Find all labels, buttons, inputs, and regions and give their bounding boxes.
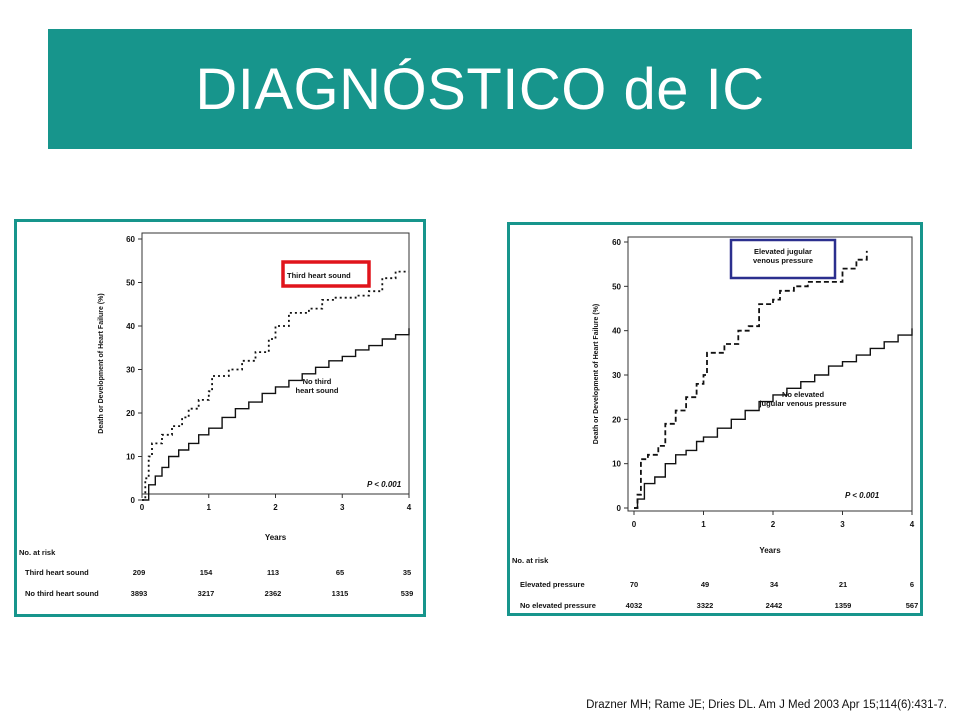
at-risk-value: 209 [133, 568, 146, 577]
at-risk-value: 2442 [766, 601, 783, 610]
series-label: No third [303, 377, 332, 386]
series-line-risk [634, 250, 868, 509]
y-tick-label: 0 [617, 504, 622, 513]
series-label: No elevated [782, 390, 825, 399]
series-line-reference [142, 328, 410, 501]
plot-frame [627, 236, 913, 512]
x-axis-title: Years [759, 546, 781, 555]
x-tick-label: 2 [273, 503, 278, 512]
x-tick-label: 1 [701, 520, 706, 529]
chart-panel-third-heart-sound: 0 10 20 30 40 50 60 0 1 2 3 4 Years Death or Developm… [14, 219, 426, 617]
chart-panel-jugular-venous-pressure: 0 10 20 30 40 50 60 0 1 2 3 4 Years Death or Developm… [507, 222, 923, 616]
series-label: Elevated jugular [754, 247, 812, 256]
y-tick-label: 20 [126, 409, 135, 418]
at-risk-header: No. at risk [512, 556, 549, 565]
at-risk-value: 154 [200, 568, 213, 577]
at-risk-value: 1359 [835, 601, 852, 610]
series-label: jugular venous pressure [758, 399, 846, 408]
at-risk-value: 1315 [332, 589, 349, 598]
at-risk-row-label: No elevated pressure [520, 601, 596, 610]
y-tick-label: 50 [612, 282, 621, 291]
y-tick-label: 40 [612, 327, 621, 336]
at-risk-value: 49 [701, 580, 709, 589]
at-risk-value: 3217 [198, 589, 215, 598]
x-tick-label: 2 [771, 520, 776, 529]
y-tick-label: 10 [126, 453, 135, 462]
y-axis-title: Death or Development of Heart Failure (%… [98, 293, 105, 433]
series-label: Third heart sound [287, 271, 351, 280]
y-tick-label: 50 [126, 279, 135, 288]
at-risk-row-label: Elevated pressure [520, 580, 585, 589]
x-tick-label: 0 [140, 503, 145, 512]
at-risk-row-label: Third heart sound [25, 568, 89, 577]
x-tick-label: 3 [840, 520, 845, 529]
at-risk-value: 65 [336, 568, 344, 577]
y-tick-label: 60 [612, 238, 621, 247]
y-tick-label: 30 [126, 366, 135, 375]
at-risk-value: 4032 [626, 601, 643, 610]
km-chart-third-heart-sound: 0 10 20 30 40 50 60 0 1 2 3 4 Years Death or Developm… [19, 232, 414, 598]
at-risk-value: 2362 [265, 589, 282, 598]
p-value: P < 0.001 [367, 480, 402, 489]
at-risk-value: 21 [839, 580, 847, 589]
series-label-box [281, 260, 371, 288]
at-risk-value: 70 [630, 580, 638, 589]
at-risk-value: 3893 [131, 589, 148, 598]
x-tick-label: 0 [632, 520, 637, 529]
y-tick-label: 20 [612, 415, 621, 424]
series-label: venous pressure [753, 256, 813, 265]
y-tick-label: 60 [126, 235, 135, 244]
series-line-reference [634, 328, 913, 509]
title-banner: DIAGNÓSTICO de IC [48, 29, 912, 149]
y-axis-title: Death or Development of Heart Failure (%… [593, 304, 600, 444]
at-risk-header: No. at risk [19, 548, 56, 557]
slide-title: DIAGNÓSTICO de IC [195, 56, 765, 122]
series-line-risk [142, 270, 409, 501]
at-risk-value: 3322 [697, 601, 714, 610]
at-risk-value: 113 [267, 568, 279, 577]
x-tick-label: 3 [340, 503, 345, 512]
x-tick-label: 4 [407, 503, 412, 512]
at-risk-value: 567 [906, 601, 919, 610]
x-tick-label: 4 [910, 520, 915, 529]
x-axis-title: Years [265, 533, 287, 542]
at-risk-value: 6 [910, 580, 914, 589]
p-value: P < 0.001 [845, 491, 880, 500]
at-risk-value: 539 [401, 589, 414, 598]
citation: Drazner MH; Rame JE; Dries DL. Am J Med … [586, 699, 947, 711]
y-tick-label: 0 [131, 496, 136, 505]
at-risk-value: 34 [770, 580, 779, 589]
at-risk-row-label: No third heart sound [25, 589, 99, 598]
y-tick-label: 10 [612, 460, 621, 469]
series-label: heart sound [296, 386, 339, 395]
x-tick-label: 1 [207, 503, 212, 512]
y-tick-label: 30 [612, 371, 621, 380]
at-risk-value: 35 [403, 568, 411, 577]
series-label-box [729, 238, 837, 280]
y-tick-label: 40 [126, 322, 135, 331]
